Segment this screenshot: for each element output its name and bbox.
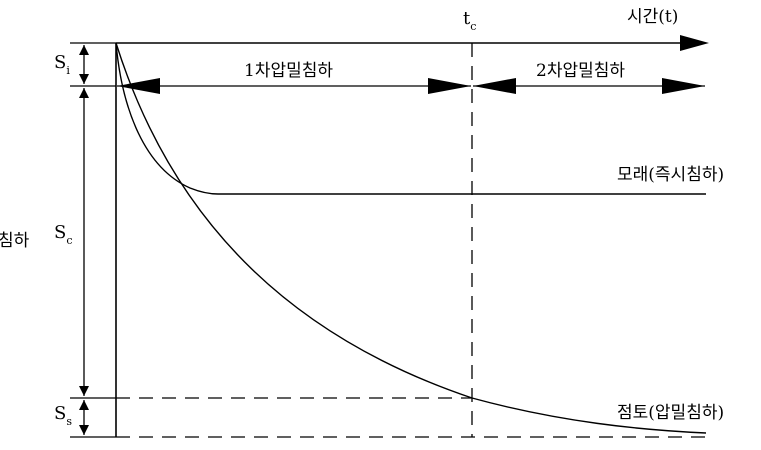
time-axis-label: 시간(t) — [627, 7, 678, 27]
si-label-base: S — [54, 52, 66, 73]
sc-label-base: S — [54, 222, 66, 243]
primary-phase-arrowhead-left — [117, 78, 160, 94]
primary-phase-label: 1차압밀침하 — [244, 61, 333, 81]
sand-curve-label: 모래(즉시침하) — [617, 165, 724, 185]
secondary-phase-label: 2차압밀침하 — [536, 61, 625, 81]
si-label: Si — [54, 52, 70, 77]
secondary-phase-arrowhead-right — [662, 78, 705, 94]
clay-curve-label: 점토(압밀침하) — [617, 403, 724, 423]
si-label-sub: i — [66, 64, 70, 77]
time-axis-arrowhead — [680, 35, 709, 51]
tc-label-sub: c — [470, 20, 476, 33]
tc-label: tc — [463, 8, 476, 33]
settlement-axis-label: 침하 — [0, 231, 30, 251]
sand-curve — [115, 42, 706, 195]
sc-label-sub: c — [66, 234, 72, 247]
sc-label: Sc — [54, 222, 73, 247]
ss-label-sub: s — [66, 415, 72, 428]
secondary-phase-arrowhead-left — [473, 78, 516, 94]
tc-label-base: t — [463, 8, 471, 29]
ss-label-base: S — [54, 403, 66, 424]
primary-phase-arrowhead-right — [428, 78, 471, 94]
ss-label: Ss — [54, 403, 72, 428]
clay-curve — [115, 42, 707, 434]
